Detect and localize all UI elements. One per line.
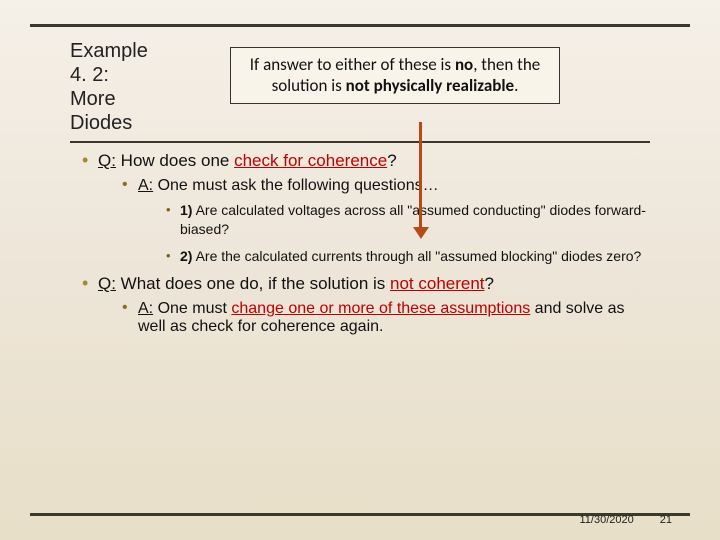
slide-frame: Example 4. 2: More Diodes If answer to e… [30,24,690,516]
main-list: Q: How does one check for coherence? A: … [70,151,650,336]
header-divider [70,141,650,143]
a1-text: One must ask the following questions… [153,177,438,194]
a2-change: change one or more of these assumptions [231,300,530,317]
q2-text2: ? [485,274,494,293]
callout-no: no [455,54,473,75]
callout-phys: physically realizable [374,75,514,96]
q1-text2: ? [387,151,396,170]
sub2-line: 2) Are the calculated currents through a… [180,248,641,264]
a2-list: A: One must change one or more of these … [98,300,650,336]
callout-arrow-head [413,227,429,239]
callout-box: If answer to either of these is no, then… [230,47,560,104]
sub2-item: 2) Are the calculated currents through a… [166,247,650,266]
callout-prefix: If answer to either of these is [250,54,455,75]
title-line-3: More [70,87,200,111]
callout-arrow-line [419,122,422,230]
sub2-num: 2) [180,248,192,264]
a1-list: A: One must ask the following questions…… [98,177,650,266]
a2-text1: One must [153,300,231,317]
a1-line: A: One must ask the following questions… [138,177,439,194]
q1-label: Q: [98,151,116,170]
q2-line: Q: What does one do, if the solution is … [98,274,494,293]
slide-title: Example 4. 2: More Diodes [70,35,200,135]
q2-item: Q: What does one do, if the solution is … [82,274,650,336]
q1-item: Q: How does one check for coherence? A: … [82,151,650,266]
q2-notcoh: not coherent [390,274,485,293]
title-line-2: 4. 2: [70,63,200,87]
q2-text1: What does one do, if the solution is [116,274,390,293]
footer-date: 11/30/2020 [580,514,634,526]
title-line-1: Example [70,39,200,63]
sub1-item: 1) Are calculated voltages across all "a… [166,201,650,239]
a1-label: A: [138,177,153,194]
a1-item: A: One must ask the following questions…… [122,177,650,266]
a2-item: A: One must change one or more of these … [122,300,650,336]
footer-page: 21 [660,514,672,526]
a2-line: A: One must change one or more of these … [138,300,625,335]
q1-line: Q: How does one check for coherence? [98,151,397,170]
header-row: Example 4. 2: More Diodes If answer to e… [70,35,650,135]
callout-suffix: . [514,75,518,96]
subq-list: 1) Are calculated voltages across all "a… [138,201,650,266]
callout-not: not [346,75,370,96]
q1-check: check for coherence [234,151,387,170]
sub2-text: Are the calculated currents through all … [192,248,641,264]
q1-text1: How does one [116,151,234,170]
sub1-num: 1) [180,202,192,218]
a2-label: A: [138,300,153,317]
title-line-4: Diodes [70,111,200,135]
q2-label: Q: [98,274,116,293]
callout-wrap: If answer to either of these is no, then… [200,35,650,104]
footer: 11/30/2020 21 [580,514,673,526]
